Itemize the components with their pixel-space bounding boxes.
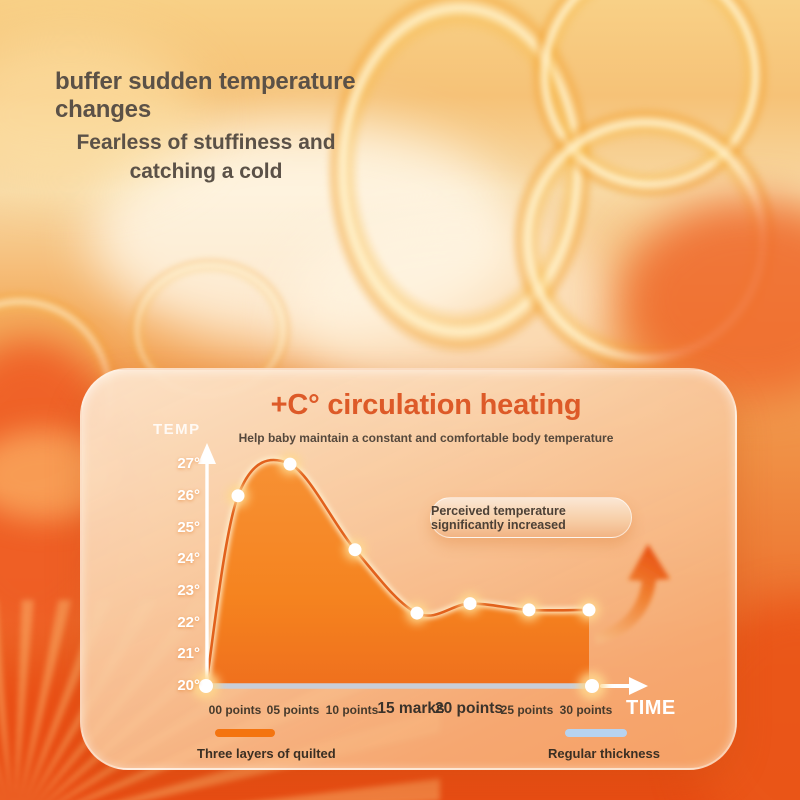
y-tick-label: 22° <box>177 613 200 631</box>
legend-swatch-regular <box>565 729 627 737</box>
x-axis-label: 25 points <box>500 703 554 717</box>
x-axis-label: 00 points <box>208 703 262 717</box>
x-axis-label: 15 marks <box>377 700 445 717</box>
legend-label-quilted: Three layers of quilted <box>197 746 336 761</box>
x-axis-label: 20 points <box>434 700 504 717</box>
background-cloud <box>0 40 200 190</box>
y-tick-label: 24° <box>177 550 200 568</box>
callout-text: Perceived temperature significantly incr… <box>431 503 566 532</box>
y-tick-label: 23° <box>177 581 200 599</box>
y-tick-label: 26° <box>177 486 200 504</box>
legend-swatch-quilted <box>215 729 275 737</box>
y-tick-label: 20° <box>177 677 200 694</box>
x-axis-label: 30 points <box>559 703 613 717</box>
y-tick-label: 25° <box>177 518 200 536</box>
x-axis-label: 10 points <box>325 703 379 717</box>
y-tick-label: 27° <box>177 455 200 473</box>
chart-title: +C° circulation heating <box>270 389 582 421</box>
legend-label-regular: Regular thickness <box>548 746 660 761</box>
x-axis-title: TIME <box>626 697 676 719</box>
legend-item-quilted: Three layers of quilted <box>197 729 336 761</box>
heading-primary: buffer sudden temperature changes <box>55 68 356 123</box>
chart-subtitle: Help baby maintain a constant and comfor… <box>238 431 614 445</box>
x-axis-label: 05 points <box>266 703 320 717</box>
callout-bubble: Perceived temperature significantly incr… <box>430 497 632 538</box>
y-axis-title: TEMP <box>153 421 201 438</box>
heading-secondary: Fearless of stuffiness and catching a co… <box>76 131 336 184</box>
legend-item-regular: Regular thickness <box>548 729 660 761</box>
y-tick-label: 21° <box>177 645 200 663</box>
